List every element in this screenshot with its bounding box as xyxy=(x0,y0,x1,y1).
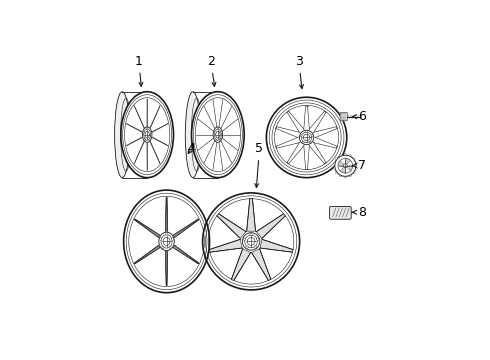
Text: 1: 1 xyxy=(135,55,143,86)
Wedge shape xyxy=(341,166,345,173)
Text: 2: 2 xyxy=(207,55,216,86)
Polygon shape xyxy=(246,199,256,231)
Polygon shape xyxy=(217,214,246,239)
Text: 5: 5 xyxy=(255,142,264,188)
Polygon shape xyxy=(173,245,199,264)
Ellipse shape xyxy=(147,127,148,130)
Polygon shape xyxy=(336,157,339,161)
Polygon shape xyxy=(355,166,358,170)
Polygon shape xyxy=(251,249,271,280)
Ellipse shape xyxy=(144,139,146,141)
Polygon shape xyxy=(134,219,160,238)
Ellipse shape xyxy=(247,238,255,245)
Ellipse shape xyxy=(163,237,170,246)
Ellipse shape xyxy=(162,246,164,249)
Ellipse shape xyxy=(159,232,174,251)
Ellipse shape xyxy=(115,92,130,177)
Ellipse shape xyxy=(144,129,150,140)
Polygon shape xyxy=(134,245,160,264)
Text: 3: 3 xyxy=(295,55,303,89)
Polygon shape xyxy=(339,154,343,157)
Polygon shape xyxy=(352,157,355,161)
Ellipse shape xyxy=(302,141,304,143)
Ellipse shape xyxy=(309,141,311,143)
Ellipse shape xyxy=(169,246,171,249)
Text: 7: 7 xyxy=(352,159,366,172)
Ellipse shape xyxy=(303,134,310,141)
Polygon shape xyxy=(333,166,336,170)
Ellipse shape xyxy=(160,238,162,240)
Polygon shape xyxy=(348,154,352,157)
Ellipse shape xyxy=(250,233,252,235)
Ellipse shape xyxy=(166,233,168,235)
Circle shape xyxy=(343,164,347,168)
Ellipse shape xyxy=(306,131,308,132)
FancyBboxPatch shape xyxy=(340,112,347,121)
Text: 8: 8 xyxy=(352,206,366,219)
Polygon shape xyxy=(209,239,242,252)
Ellipse shape xyxy=(217,127,219,130)
Polygon shape xyxy=(166,197,168,231)
Polygon shape xyxy=(343,153,348,156)
Polygon shape xyxy=(173,219,199,238)
Circle shape xyxy=(335,155,356,176)
Ellipse shape xyxy=(245,235,257,248)
Wedge shape xyxy=(345,166,352,171)
Polygon shape xyxy=(231,249,251,280)
FancyBboxPatch shape xyxy=(330,207,351,219)
Ellipse shape xyxy=(216,131,220,138)
Ellipse shape xyxy=(246,246,248,248)
Polygon shape xyxy=(355,161,358,166)
Ellipse shape xyxy=(257,238,259,240)
Ellipse shape xyxy=(145,131,149,138)
Text: 4: 4 xyxy=(188,142,196,155)
Ellipse shape xyxy=(185,92,200,177)
Ellipse shape xyxy=(192,92,244,177)
Ellipse shape xyxy=(215,129,221,140)
Ellipse shape xyxy=(143,127,152,143)
Polygon shape xyxy=(352,170,355,174)
Ellipse shape xyxy=(143,132,144,134)
Ellipse shape xyxy=(172,238,173,240)
Ellipse shape xyxy=(299,130,314,145)
Ellipse shape xyxy=(254,246,256,248)
Ellipse shape xyxy=(161,235,172,248)
Ellipse shape xyxy=(220,139,221,141)
Ellipse shape xyxy=(311,135,313,137)
Ellipse shape xyxy=(213,127,222,143)
Ellipse shape xyxy=(150,132,151,134)
Text: 6: 6 xyxy=(352,110,366,123)
Polygon shape xyxy=(336,170,339,174)
Polygon shape xyxy=(348,174,352,177)
Ellipse shape xyxy=(300,135,302,137)
Ellipse shape xyxy=(215,139,216,141)
Polygon shape xyxy=(260,239,293,252)
Polygon shape xyxy=(333,161,336,166)
Polygon shape xyxy=(256,214,285,239)
Ellipse shape xyxy=(214,132,215,134)
Wedge shape xyxy=(338,161,345,166)
Polygon shape xyxy=(343,176,348,178)
Wedge shape xyxy=(345,158,350,166)
Ellipse shape xyxy=(149,139,150,141)
Polygon shape xyxy=(166,252,168,285)
Ellipse shape xyxy=(121,92,173,177)
Ellipse shape xyxy=(301,132,312,143)
Polygon shape xyxy=(339,174,343,177)
Ellipse shape xyxy=(243,233,260,250)
Ellipse shape xyxy=(243,238,245,240)
Ellipse shape xyxy=(221,132,222,134)
